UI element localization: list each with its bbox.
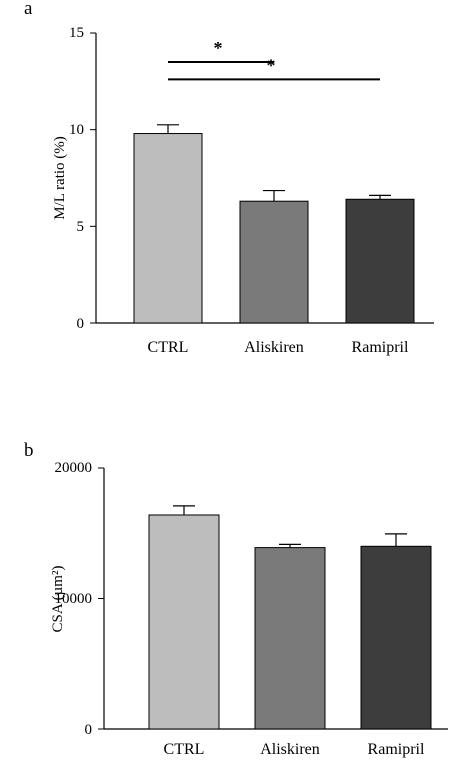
panel-a: M/L ratio (%) 0 5 10 15 CTRL Aliskiren R… bbox=[52, 25, 434, 356]
bar-a-1 bbox=[239, 200, 309, 324]
panel-label-a: a bbox=[24, 0, 33, 19]
x-tick-label-a-2: Ramipril bbox=[352, 339, 409, 356]
x-tick-label-b-0: CTRL bbox=[164, 741, 205, 758]
significance-label-a-0: * bbox=[214, 38, 223, 58]
x-tick-label-b-1: Aliskiren bbox=[260, 741, 320, 758]
y-tick-label-a-2: 10 bbox=[69, 122, 84, 138]
y-tick-label-a-1: 5 bbox=[77, 219, 85, 235]
bar-b-2 bbox=[360, 545, 432, 730]
plot-area-a: ** bbox=[90, 32, 434, 324]
bar-b-1 bbox=[254, 547, 326, 730]
x-tick-label-b-2: Ramipril bbox=[368, 741, 425, 758]
bar-a-2 bbox=[345, 198, 415, 324]
y-tick-label-a-0: 0 bbox=[77, 316, 85, 332]
plot-area-b bbox=[98, 467, 448, 730]
bar-b-0 bbox=[148, 514, 220, 730]
y-axis-title-b: CSA (µm²) bbox=[50, 566, 66, 633]
significance-label-a-1: * bbox=[267, 55, 276, 75]
y-tick-label-b-1: 10000 bbox=[55, 591, 93, 607]
panel-b: CSA (µm²) 0 10000 20000 CTRL Aliskiren R… bbox=[50, 460, 448, 758]
y-tick-label-b-2: 20000 bbox=[55, 460, 93, 476]
panel-label-b: b bbox=[24, 440, 34, 461]
x-tick-label-a-1: Aliskiren bbox=[244, 339, 304, 356]
y-tick-label-b-0: 0 bbox=[85, 722, 93, 738]
y-axis-title-a: M/L ratio (%) bbox=[52, 136, 68, 220]
bar-a-0 bbox=[133, 133, 203, 324]
y-tick-label-a-3: 15 bbox=[69, 25, 84, 41]
x-tick-label-a-0: CTRL bbox=[148, 339, 189, 356]
